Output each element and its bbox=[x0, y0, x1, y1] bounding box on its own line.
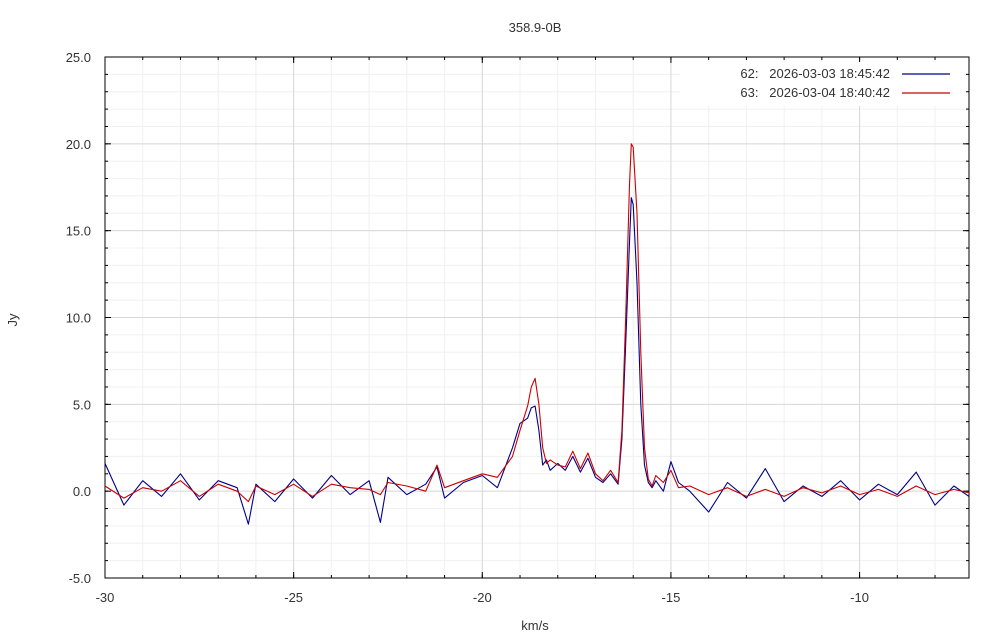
chart-title: 358.9-0B bbox=[509, 20, 562, 35]
y-tick-label: 20.0 bbox=[66, 137, 91, 152]
y-tick-label: 0.0 bbox=[73, 484, 91, 499]
x-tick-label: -20 bbox=[473, 590, 492, 605]
series-line-2 bbox=[104, 143, 970, 503]
y-axis-label: Jy bbox=[5, 313, 20, 327]
legend-background bbox=[680, 62, 964, 106]
y-tick-label: 15.0 bbox=[66, 224, 91, 239]
y-tick-label: 5.0 bbox=[73, 397, 91, 412]
legend-label-1: 62: 2026-03-03 18:45:42 bbox=[740, 66, 890, 81]
series-layer bbox=[104, 143, 970, 525]
y-tick-label: 10.0 bbox=[66, 311, 91, 326]
x-tick-label: -25 bbox=[284, 590, 303, 605]
x-tick-label: -15 bbox=[662, 590, 681, 605]
series-line-1 bbox=[104, 197, 970, 525]
axis-ticks: -30 -25 -20 -15 -10 -5.0 0.0 5.0 10.0 15.0 20.0 25.… bbox=[66, 50, 969, 605]
legend: 62: 2026-03-03 18:45:42 63: 2026-03-04 18… bbox=[680, 62, 964, 106]
legend-label-2: 63: 2026-03-04 18:40:42 bbox=[740, 85, 890, 100]
y-tick-label: 25.0 bbox=[66, 50, 91, 65]
x-tick-label: -10 bbox=[850, 590, 869, 605]
y-tick-label: -5.0 bbox=[69, 571, 91, 586]
grid bbox=[104, 56, 969, 579]
x-axis-label: km/s bbox=[521, 618, 549, 633]
x-tick-label: -30 bbox=[96, 590, 115, 605]
